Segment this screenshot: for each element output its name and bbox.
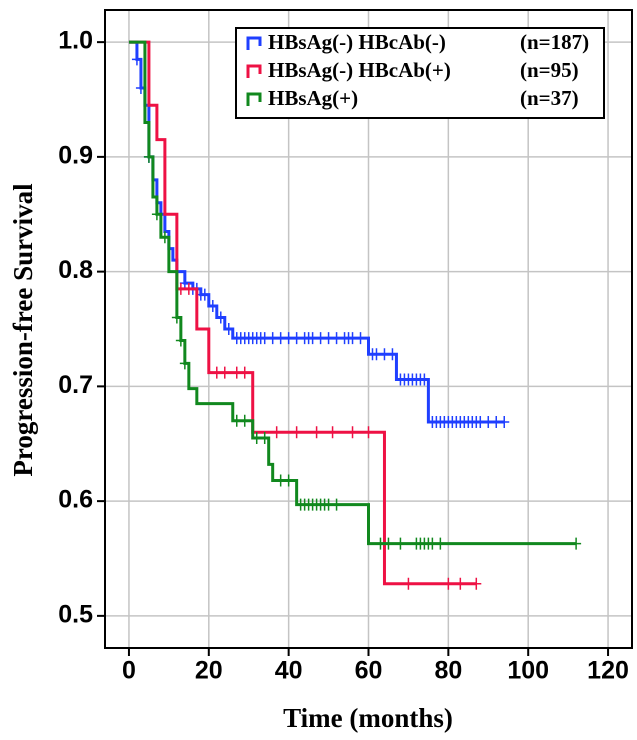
censor-mark <box>219 366 230 379</box>
censor-mark <box>311 426 322 439</box>
censor-mark <box>403 577 414 590</box>
legend-swatch <box>246 92 262 106</box>
censor-mark <box>347 426 358 439</box>
censor-mark <box>199 288 210 301</box>
censor-mark <box>179 357 190 370</box>
legend-label: HBsAg(-) HBcAb(-) <box>268 30 446 54</box>
censor-mark <box>331 498 342 511</box>
censor-mark <box>291 426 302 439</box>
survival-line <box>128 40 577 546</box>
legend-box <box>235 27 605 119</box>
x-tick-label: 60 <box>355 657 383 685</box>
x-tick-label: 40 <box>275 657 303 685</box>
censor-mark <box>419 373 430 386</box>
x-tick-label: 100 <box>507 657 549 685</box>
censor-mark <box>151 208 162 221</box>
censor-mark <box>395 537 406 550</box>
censor-mark <box>215 311 226 324</box>
censor-mark <box>363 426 374 439</box>
censor-mark <box>443 577 454 590</box>
censor-mark <box>383 537 394 550</box>
censor-mark <box>131 53 142 66</box>
censor-mark <box>271 426 282 439</box>
censor-mark <box>207 300 218 313</box>
censor-mark <box>183 282 194 295</box>
y-tick-label: 1.0 <box>58 27 93 55</box>
censor-mark <box>259 432 270 445</box>
censor-mark <box>171 311 182 324</box>
legend-n: (n=95) <box>520 58 579 82</box>
y-tick-label: 0.5 <box>58 600 93 628</box>
legend-label: HBsAg(-) HBcAb(+) <box>268 58 451 82</box>
censor-mark <box>223 323 234 335</box>
x-tick-label: 20 <box>195 657 223 685</box>
censor-mark <box>143 150 154 163</box>
censor-mark <box>499 415 510 428</box>
y-tick-label: 0.6 <box>58 486 93 514</box>
survival-line <box>128 40 477 586</box>
legend-label: HBsAg(+) <box>268 86 358 110</box>
plot-frame <box>104 9 633 649</box>
x-tick-label: 80 <box>434 657 462 685</box>
censor-mark <box>571 537 582 550</box>
censor-mark <box>239 366 250 379</box>
censor-mark <box>283 474 294 487</box>
censor-mark <box>159 231 170 244</box>
censor-mark <box>435 537 446 550</box>
censor-mark <box>471 577 482 590</box>
legend-n: (n=187) <box>520 30 589 54</box>
censor-mark <box>355 332 366 345</box>
censor-mark <box>455 577 466 590</box>
y-tick-label: 0.7 <box>58 371 93 399</box>
censor-mark <box>327 426 338 439</box>
legend-swatch <box>246 64 262 78</box>
legend-swatch <box>246 36 262 50</box>
censor-mark <box>387 348 398 361</box>
censor-mark <box>239 414 250 427</box>
x-axis-title: Time (months) <box>283 703 453 733</box>
y-tick-label: 0.8 <box>58 256 93 284</box>
y-tick-label: 0.9 <box>58 141 93 169</box>
y-axis-title: Progression-free Survival <box>8 183 38 477</box>
censor-mark <box>175 334 186 347</box>
x-tick-label: 120 <box>587 657 629 685</box>
legend-n: (n=37) <box>520 86 579 110</box>
x-tick-label: 0 <box>122 657 136 685</box>
